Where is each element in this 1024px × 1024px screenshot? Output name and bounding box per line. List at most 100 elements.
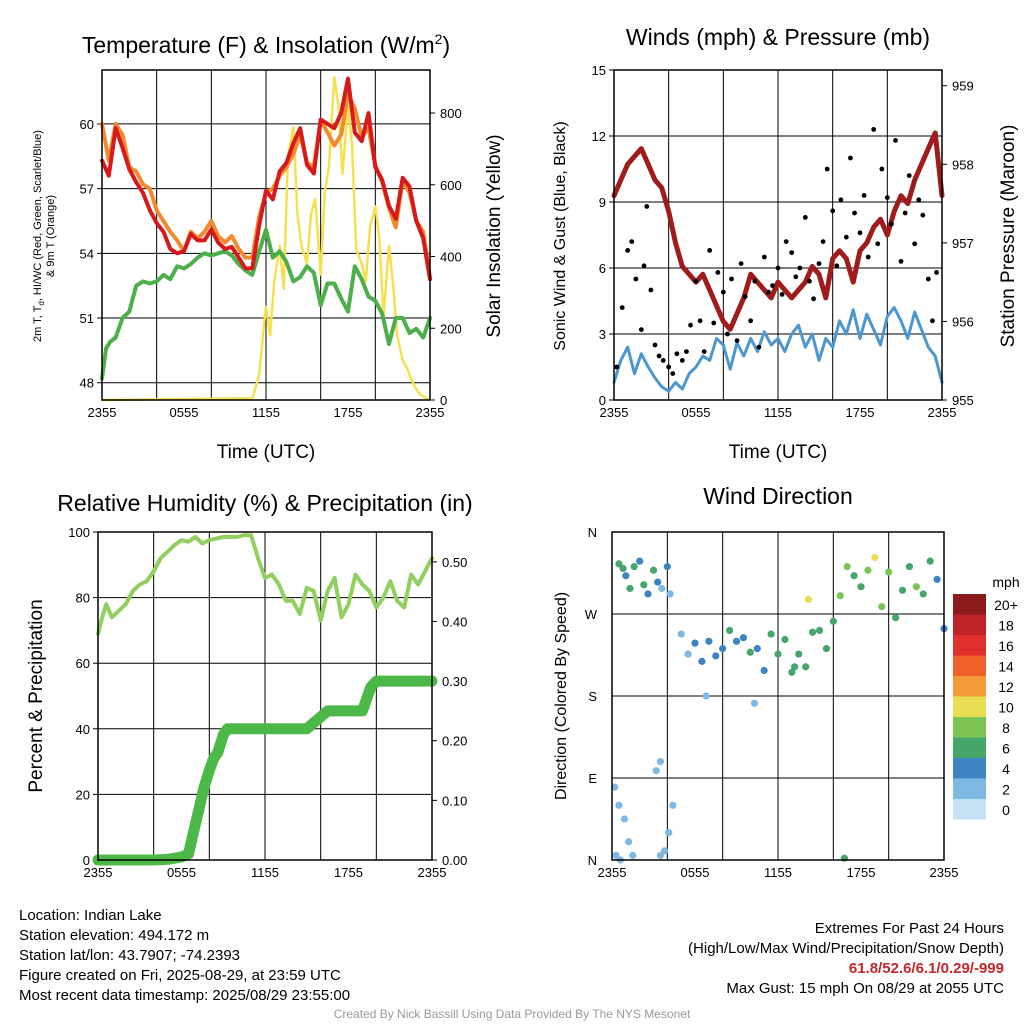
wind-gust-point <box>925 276 931 282</box>
dir-point <box>612 851 620 860</box>
max-gust-text: Max Gust: 15 mph On 08/29 at 2055 UTC <box>726 980 1004 997</box>
dir-point <box>644 590 652 598</box>
dir-point <box>815 626 824 635</box>
wind-gust-point <box>641 263 647 269</box>
rh-y-left-tick-label: 100 <box>68 525 90 540</box>
wind-gust-point <box>783 239 789 245</box>
extremes-info: Extremes For Past 24 Hours (High/Low/Max… <box>688 919 1004 999</box>
wind-gust-point <box>920 212 926 218</box>
legend-swatch <box>953 717 986 738</box>
legend-swatch <box>953 799 986 820</box>
temp-y-left-label-line2: & 9m T (Orange) <box>45 195 57 277</box>
wind-x-axis-label: Time (UTC) <box>729 442 828 463</box>
wind-y-right-tick-label: 956 <box>952 314 974 329</box>
wind-gust-point <box>701 349 707 354</box>
wind-x-tick-label: 0555 <box>682 405 711 420</box>
dir-y-label: Direction (Colored By Speed) <box>553 592 570 800</box>
rh-chart-title: Relative Humidity (%) & Precipitation (i… <box>57 490 472 516</box>
credit-text: Created By Nick Bassill Using Data Provi… <box>333 1007 691 1021</box>
wind-gust-point <box>629 239 635 245</box>
dir-point <box>684 650 692 658</box>
dir-point <box>891 614 900 622</box>
wind-wind-line <box>612 306 944 393</box>
rh-y-left-tick-label: 60 <box>76 656 90 671</box>
rh-rh-line <box>96 533 434 636</box>
dir-point <box>654 578 662 586</box>
dir-point <box>926 557 934 565</box>
dir-y-tick-label: E <box>588 771 597 786</box>
dir-point <box>625 838 633 846</box>
legend-swatch <box>953 655 986 676</box>
wind-gust-point <box>779 292 785 297</box>
temp-x-tick-label: 2355 <box>88 405 117 420</box>
wind-gust-point <box>824 166 830 172</box>
rh-frame <box>97 531 433 861</box>
dir-point <box>691 639 699 647</box>
temp-y-left-tick-label: 51 <box>80 311 94 326</box>
rh-x-tick-label: 2355 <box>418 865 447 880</box>
dir-point <box>885 568 893 576</box>
dir-point <box>620 815 629 823</box>
wind-y-left-tick-label: 9 <box>599 195 606 210</box>
legend-label: 2 <box>1002 782 1010 798</box>
station-info: Location: Indian Lake Station elevation:… <box>19 906 350 1006</box>
wind-gust-point <box>725 331 730 337</box>
wind-gust-point <box>738 261 744 266</box>
dir-point <box>636 557 644 565</box>
legend-swatch <box>953 758 986 779</box>
wind-gust-point <box>775 265 781 271</box>
dir-point <box>712 652 720 660</box>
rh-x-tick-label: 1155 <box>251 865 279 880</box>
dir-frame <box>611 531 945 861</box>
temp-x-tick-label: 1155 <box>252 405 280 420</box>
dir-point <box>665 829 673 837</box>
dir-x-tick-label: 1155 <box>764 865 792 880</box>
wind-gust-point <box>693 278 699 284</box>
wind-gust-point <box>830 208 836 214</box>
temp-chart-title: Temperature (F) & Insolation (W/m2) <box>82 31 450 58</box>
temp-x-tick-label: 2355 <box>416 405 445 420</box>
wind-gust-point <box>852 210 857 216</box>
wind-gust-point <box>865 254 871 260</box>
wind-gust-point <box>652 342 658 348</box>
legend-title: mph <box>992 574 1019 590</box>
legend-label: 0 <box>1002 802 1010 818</box>
wind-y-left-tick-label: 0 <box>599 393 606 408</box>
wind-y-right-tick-label: 959 <box>952 79 974 94</box>
dir-point <box>829 617 837 625</box>
dir-x-tick-label: 1755 <box>847 865 876 880</box>
dir-y-tick-label: N <box>588 853 597 868</box>
wind-gust-point <box>838 197 844 203</box>
dir-point <box>660 847 669 855</box>
dir-point <box>767 630 775 638</box>
wind-gust-point <box>748 318 754 324</box>
location-text: Location: Indian Lake <box>19 907 162 924</box>
extremes-subheading: (High/Low/Max Wind/Precipitation/Snow De… <box>688 940 1004 957</box>
legend-swatch <box>953 778 986 799</box>
dir-point <box>905 563 914 571</box>
wind-gust-point <box>707 248 713 253</box>
dir-x-tick-label: 2355 <box>930 865 959 880</box>
dir-point <box>626 584 634 593</box>
wind-y-left-label: Sonic Wind & Gust (Blue, Black) <box>552 121 569 350</box>
wind-gust-point <box>807 278 812 284</box>
dir-point <box>640 581 648 589</box>
temp-frame <box>101 69 431 401</box>
wind-x-tick-label: 1155 <box>764 405 792 420</box>
wind-gust-point <box>729 276 734 282</box>
wind-gust-point <box>614 364 620 370</box>
temp-y-right-tick-label: 400 <box>440 250 462 265</box>
legend-swatch <box>953 614 986 635</box>
wind-gust-point <box>789 250 795 256</box>
dir-point <box>663 563 671 571</box>
wind-gust-point <box>697 318 703 324</box>
rh-y-left-label: Percent & Precipitation <box>26 599 47 792</box>
temp-x-axis-label: Time (UTC) <box>217 442 316 463</box>
legend-swatch <box>953 696 986 717</box>
wind-gust-point <box>843 234 849 240</box>
dir-point <box>622 572 630 580</box>
legend-swatch <box>953 594 986 615</box>
dir-point <box>719 645 727 653</box>
legend-swatch <box>953 676 986 697</box>
dir-point <box>702 692 710 700</box>
